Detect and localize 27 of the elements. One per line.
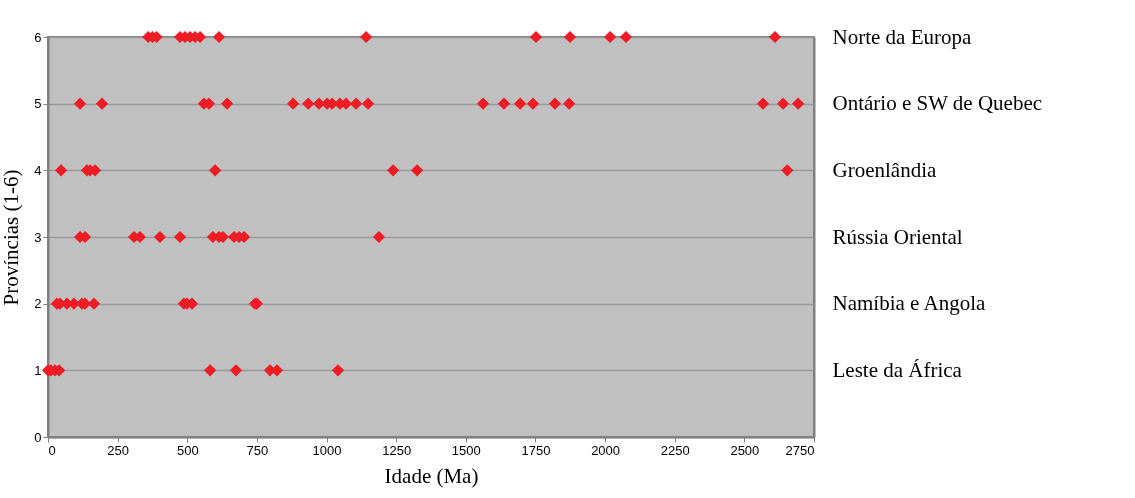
x-tick-label: 1750 bbox=[521, 442, 551, 458]
y-tick-label: 1 bbox=[34, 362, 42, 378]
y-tick-label: 6 bbox=[34, 29, 42, 45]
y-tick-label: 5 bbox=[34, 96, 42, 112]
category-label: Namíbia e Angola bbox=[832, 291, 986, 316]
y-tick-label: 0 bbox=[34, 429, 42, 445]
category-label: Ontário e SW de Quebec bbox=[832, 91, 1043, 116]
x-tick-label: 2250 bbox=[660, 442, 690, 458]
x-tick-label: 500 bbox=[176, 442, 199, 458]
x-tick-label: 250 bbox=[107, 442, 129, 458]
x-tick-label: 750 bbox=[246, 442, 269, 458]
category-label: Groenlândia bbox=[832, 157, 937, 182]
x-tick-label: 0 bbox=[48, 442, 56, 458]
x-tick-label: 2000 bbox=[591, 442, 621, 458]
x-tick-label: 1000 bbox=[312, 442, 342, 458]
x-tick-label: 1500 bbox=[451, 442, 481, 458]
x-axis-title: Idade (Ma) bbox=[384, 463, 479, 488]
y-tick-label: 2 bbox=[34, 296, 42, 312]
category-label: Norte da Europa bbox=[832, 24, 972, 49]
y-axis-title: Províncias (1-6) bbox=[0, 169, 24, 306]
x-tick-label: 1250 bbox=[382, 442, 412, 458]
y-tick-label: 4 bbox=[34, 162, 42, 178]
x-tick-label: 2750 bbox=[785, 442, 815, 458]
y-tick-label: 3 bbox=[34, 229, 42, 245]
category-label: Rússia Oriental bbox=[832, 224, 963, 249]
x-tick-label: 2500 bbox=[730, 442, 760, 458]
category-label: Leste da África bbox=[832, 357, 962, 382]
